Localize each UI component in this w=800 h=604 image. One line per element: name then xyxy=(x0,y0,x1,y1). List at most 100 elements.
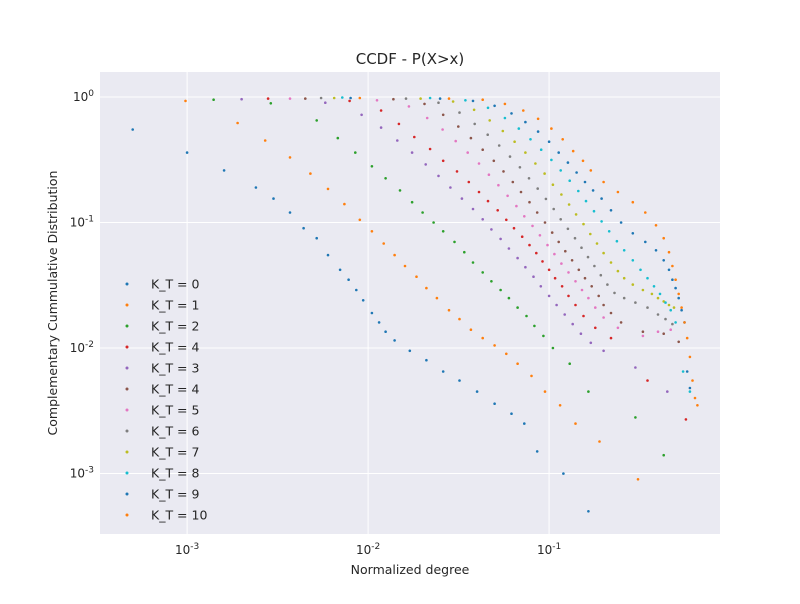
data-point xyxy=(542,334,545,338)
data-point xyxy=(413,135,416,139)
data-point xyxy=(348,99,351,103)
data-point xyxy=(613,291,616,295)
data-point xyxy=(421,211,424,214)
data-point xyxy=(490,280,493,283)
data-point xyxy=(449,186,452,189)
data-point xyxy=(593,264,596,268)
data-point xyxy=(666,390,669,393)
data-point xyxy=(561,138,564,141)
data-point xyxy=(688,386,692,390)
data-point xyxy=(466,151,470,154)
data-point xyxy=(609,209,613,212)
data-point xyxy=(671,322,674,326)
data-point xyxy=(671,264,674,268)
data-point xyxy=(512,226,516,230)
legend-label: K_T = 4 xyxy=(151,340,200,355)
data-point xyxy=(589,232,592,236)
data-point xyxy=(538,234,542,237)
data-point xyxy=(379,109,383,112)
legend-item: K_T = 6 xyxy=(125,424,200,439)
data-point xyxy=(616,326,620,330)
y-tick-label: 10-2 xyxy=(70,340,94,355)
data-point xyxy=(441,159,445,163)
series-4 xyxy=(240,97,669,393)
data-point xyxy=(396,139,399,142)
data-point xyxy=(528,200,531,204)
data-point xyxy=(508,155,512,158)
data-point xyxy=(510,112,513,115)
data-point xyxy=(539,148,543,151)
data-point xyxy=(453,240,456,244)
data-point xyxy=(606,283,609,286)
data-point xyxy=(332,96,336,100)
data-point xyxy=(574,213,578,216)
y-axis-label: Complementary Cummulative Distribution xyxy=(45,171,60,436)
data-point xyxy=(575,171,578,174)
data-point xyxy=(437,174,440,178)
data-point xyxy=(656,330,660,334)
legend-item: K_T = 4 xyxy=(125,382,200,397)
data-point xyxy=(360,113,363,117)
data-point xyxy=(212,98,215,101)
chart-title: CCDF - P(X>x) xyxy=(356,50,465,68)
data-point xyxy=(486,199,490,203)
data-point xyxy=(574,303,577,307)
data-point xyxy=(338,268,342,272)
data-point xyxy=(600,197,603,200)
data-point xyxy=(454,139,458,143)
data-point xyxy=(662,259,665,262)
data-point xyxy=(532,275,535,279)
data-point xyxy=(384,177,387,180)
data-point xyxy=(536,187,539,190)
data-point xyxy=(539,285,543,288)
data-point xyxy=(410,200,414,204)
data-point xyxy=(487,173,491,176)
data-point xyxy=(594,306,597,309)
data-point xyxy=(458,111,461,114)
data-point xyxy=(522,109,525,112)
data-point xyxy=(672,306,676,309)
data-point xyxy=(650,292,654,296)
series-2 xyxy=(212,98,665,457)
legend-label: K_T = 10 xyxy=(151,508,207,523)
data-point xyxy=(599,273,603,277)
data-point xyxy=(570,259,574,262)
data-point xyxy=(492,159,496,163)
data-point xyxy=(236,121,239,125)
data-point xyxy=(458,379,461,382)
data-point xyxy=(407,105,411,108)
data-point xyxy=(507,296,511,300)
data-point xyxy=(589,169,593,172)
data-point xyxy=(304,97,307,100)
data-point xyxy=(669,328,672,332)
data-point xyxy=(567,271,570,274)
data-point xyxy=(425,116,429,120)
data-point xyxy=(688,390,692,393)
data-point xyxy=(602,303,605,307)
data-point xyxy=(677,296,680,300)
data-point xyxy=(634,416,637,419)
data-point xyxy=(631,283,635,286)
data-point xyxy=(501,129,505,133)
data-point xyxy=(475,390,479,393)
data-point xyxy=(315,236,319,240)
legend-marker xyxy=(125,471,129,475)
data-point xyxy=(524,120,527,124)
data-point xyxy=(566,227,570,231)
data-point xyxy=(634,366,637,369)
data-point xyxy=(517,127,521,130)
data-point xyxy=(677,340,680,344)
data-point xyxy=(496,209,500,212)
data-point xyxy=(674,321,677,324)
data-point xyxy=(609,336,613,340)
data-point xyxy=(382,242,386,245)
data-point xyxy=(577,189,580,193)
series-1 xyxy=(184,99,640,481)
data-point xyxy=(131,128,134,131)
data-point xyxy=(552,207,555,211)
data-point xyxy=(683,321,686,324)
data-point xyxy=(646,379,649,382)
data-point xyxy=(571,149,575,153)
data-point xyxy=(503,102,507,106)
